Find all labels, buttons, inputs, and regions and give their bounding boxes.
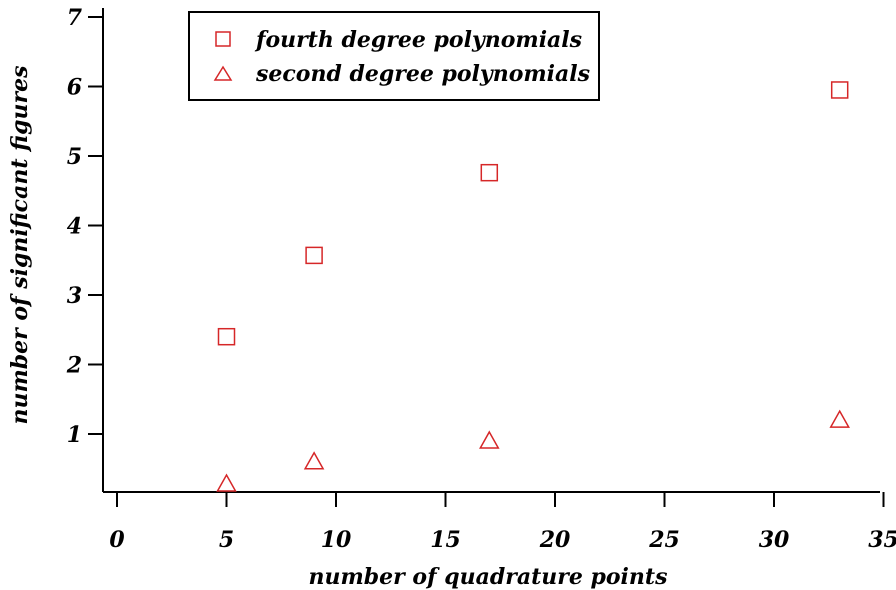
y-tick-label: 2: [66, 353, 82, 379]
triangle-point: [303, 451, 325, 470]
x-tick-label: 0: [109, 527, 125, 553]
y-tick-label: 6: [67, 75, 82, 101]
y-tick-label: 5: [67, 144, 82, 170]
square-point: [480, 163, 499, 182]
x-tick-label: 20: [539, 527, 571, 553]
legend-square-marker: [215, 31, 231, 47]
x-axis-title: number of quadrature points: [309, 564, 668, 590]
square-point: [830, 81, 849, 99]
triangle-point: [216, 473, 237, 492]
legend: fourth degree polynomials second degree …: [188, 11, 600, 101]
y-tick-label: 4: [67, 214, 82, 240]
y-axis-title: number of significant figures: [7, 66, 33, 425]
x-tick-label: 30: [759, 527, 790, 553]
y-axis-ticks: 1 2 3 4 5 6 7: [66, 5, 103, 448]
x-tick-label: 10: [321, 527, 352, 553]
legend-triangle-marker: [213, 65, 233, 81]
x-tick-label: 15: [430, 527, 461, 553]
square-point: [305, 246, 323, 265]
triangle-point: [479, 430, 500, 449]
y-tick-label: 1: [67, 422, 82, 448]
legend-box: [188, 11, 600, 101]
x-tick-label: 35: [868, 527, 896, 553]
data-points: [216, 81, 850, 492]
legend-label-fourth-degree: fourth degree polynomials: [254, 27, 582, 53]
triangle-point: [829, 409, 850, 428]
legend-label-second-degree: second degree polynomials: [255, 61, 590, 87]
x-tick-label: 5: [219, 527, 234, 553]
x-axis-ticks: 0 5 10 15 20 25 30 35: [109, 492, 896, 553]
x-tick-label: 25: [648, 527, 680, 553]
axes: [102, 8, 880, 493]
y-tick-label: 7: [67, 5, 83, 31]
square-point: [217, 327, 236, 346]
y-tick-label: 3: [67, 283, 82, 309]
